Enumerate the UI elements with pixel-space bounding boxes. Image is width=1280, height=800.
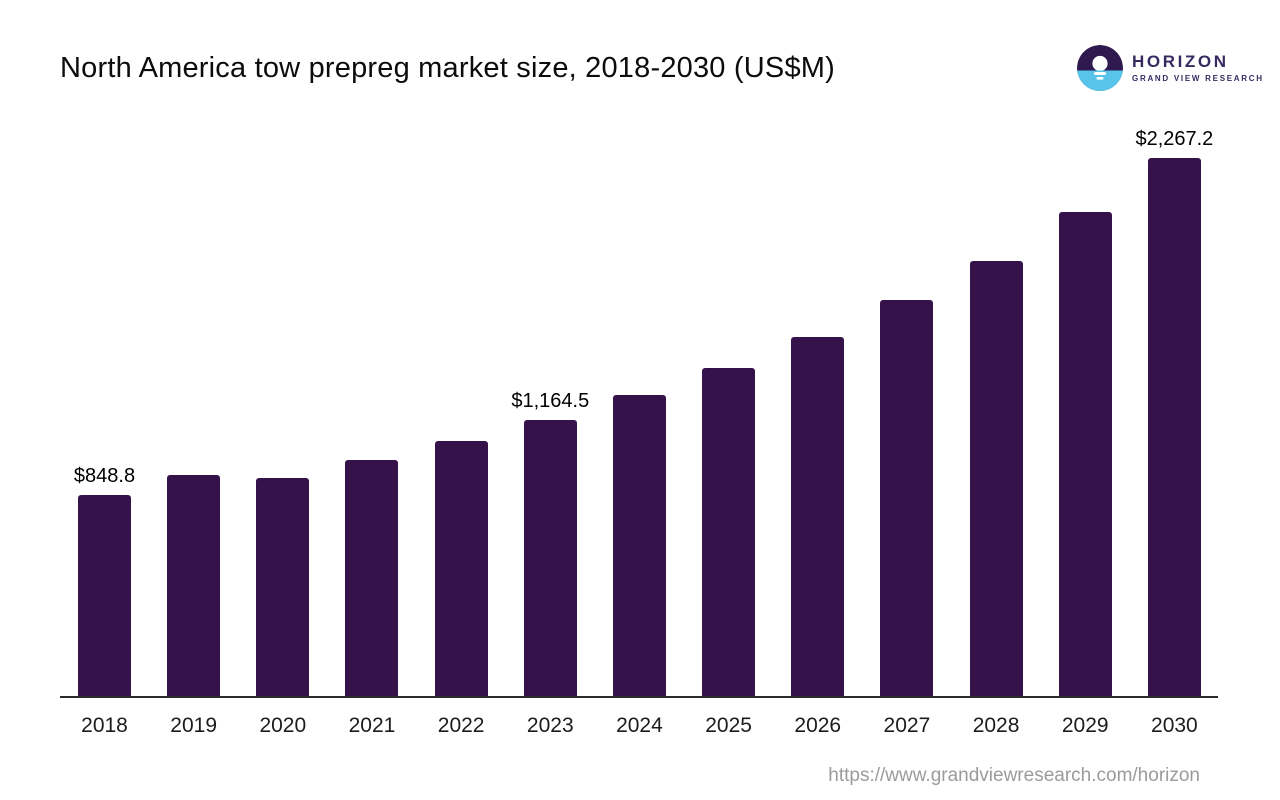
x-tick-2029: 2029 — [1061, 714, 1109, 737]
logo-subtitle: GRAND VIEW RESEARCH — [1132, 73, 1264, 83]
logo-text: HORIZON GRAND VIEW RESEARCH — [1132, 52, 1264, 83]
bar-2025 — [702, 368, 756, 696]
bar-cell-2027 — [880, 300, 934, 696]
bar-cell-2023: $1,164.5 — [511, 390, 589, 696]
plot-area: $848.8 $1,164.5 $2,267.2 — [74, 106, 1213, 696]
bar-2027 — [880, 300, 934, 696]
bar-cell-2018: $848.8 — [74, 465, 135, 696]
x-tick-2018: 2018 — [81, 714, 128, 737]
bar-value-label-2030: $2,267.2 — [1135, 128, 1214, 150]
x-axis-ticks: 2018 2019 2020 2021 2022 2023 2024 2025 2026 2027… — [78, 714, 1201, 738]
x-tick-2026: 2026 — [794, 714, 842, 737]
x-tick-2027: 2027 — [883, 714, 931, 737]
bar-2021 — [345, 460, 399, 696]
bar-2030 — [1147, 158, 1201, 696]
bar-2018 — [78, 495, 131, 696]
bar-cell-2020 — [256, 478, 310, 696]
bar-cell-2024 — [612, 395, 666, 696]
bar-2023 — [523, 420, 577, 696]
bar-cell-2019 — [167, 475, 221, 696]
x-axis-line — [60, 696, 1218, 698]
horizon-logo: HORIZON GRAND VIEW RESEARCH — [1077, 45, 1264, 91]
bar-cell-2029 — [1058, 212, 1112, 696]
x-tick-2022: 2022 — [437, 714, 485, 737]
bar-cell-2026 — [791, 337, 845, 696]
x-tick-2025: 2025 — [705, 714, 752, 737]
x-tick-2023: 2023 — [526, 714, 574, 737]
chart-title: North America tow prepreg market size, 2… — [60, 52, 835, 84]
source-url: https://www.grandviewresearch.com/horizo… — [828, 765, 1200, 786]
bar-2020 — [256, 478, 310, 696]
x-tick-2021: 2021 — [348, 714, 396, 737]
horizon-logo-icon — [1077, 45, 1123, 91]
bar-value-label-2018: $848.8 — [73, 465, 136, 487]
bar-cell-2021 — [345, 460, 399, 696]
bar-2022 — [434, 441, 488, 696]
bar-2024 — [612, 395, 666, 696]
x-tick-2024: 2024 — [616, 714, 663, 737]
bar-cell-2028 — [969, 261, 1023, 696]
bar-value-label-2023: $1,164.5 — [511, 390, 590, 412]
x-tick-2028: 2028 — [972, 714, 1020, 737]
bar-cell-2025 — [702, 368, 756, 696]
x-tick-2020: 2020 — [259, 714, 307, 737]
bar-2028 — [969, 261, 1023, 696]
bar-2026 — [791, 337, 845, 696]
x-tick-2030: 2030 — [1151, 714, 1198, 737]
logo-wordmark: HORIZON — [1132, 52, 1229, 72]
bar-2019 — [167, 475, 221, 696]
bar-cell-2030: $2,267.2 — [1135, 128, 1213, 696]
bar-cell-2022 — [434, 441, 488, 696]
x-tick-2019: 2019 — [170, 714, 218, 737]
bar-2029 — [1058, 212, 1112, 696]
